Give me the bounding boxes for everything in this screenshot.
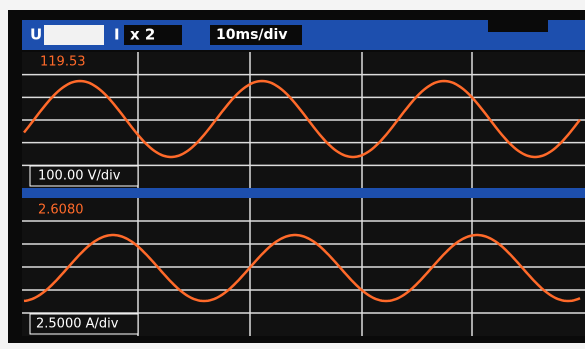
voltage-field[interactable] [44, 25, 104, 45]
separator [22, 188, 585, 198]
page: U I x 2 10ms/div 119.53 100.00 V/div 2.6… [0, 0, 585, 345]
time-div: 10ms/div [216, 27, 287, 43]
voltage-label: U [30, 26, 42, 44]
upper-scale: 100.00 V/div [38, 169, 121, 184]
current-label: I [114, 26, 120, 44]
zoom: x 2 [130, 26, 155, 44]
freq-box [488, 18, 548, 32]
upper-peak: 119.53 [40, 55, 86, 70]
analyzer-screen: U I x 2 10ms/div 119.53 100.00 V/div 2.6… [0, 0, 585, 345]
lower-scale: 2.5000 A/div [36, 317, 119, 332]
lower-peak: 2.6080 [38, 203, 84, 218]
